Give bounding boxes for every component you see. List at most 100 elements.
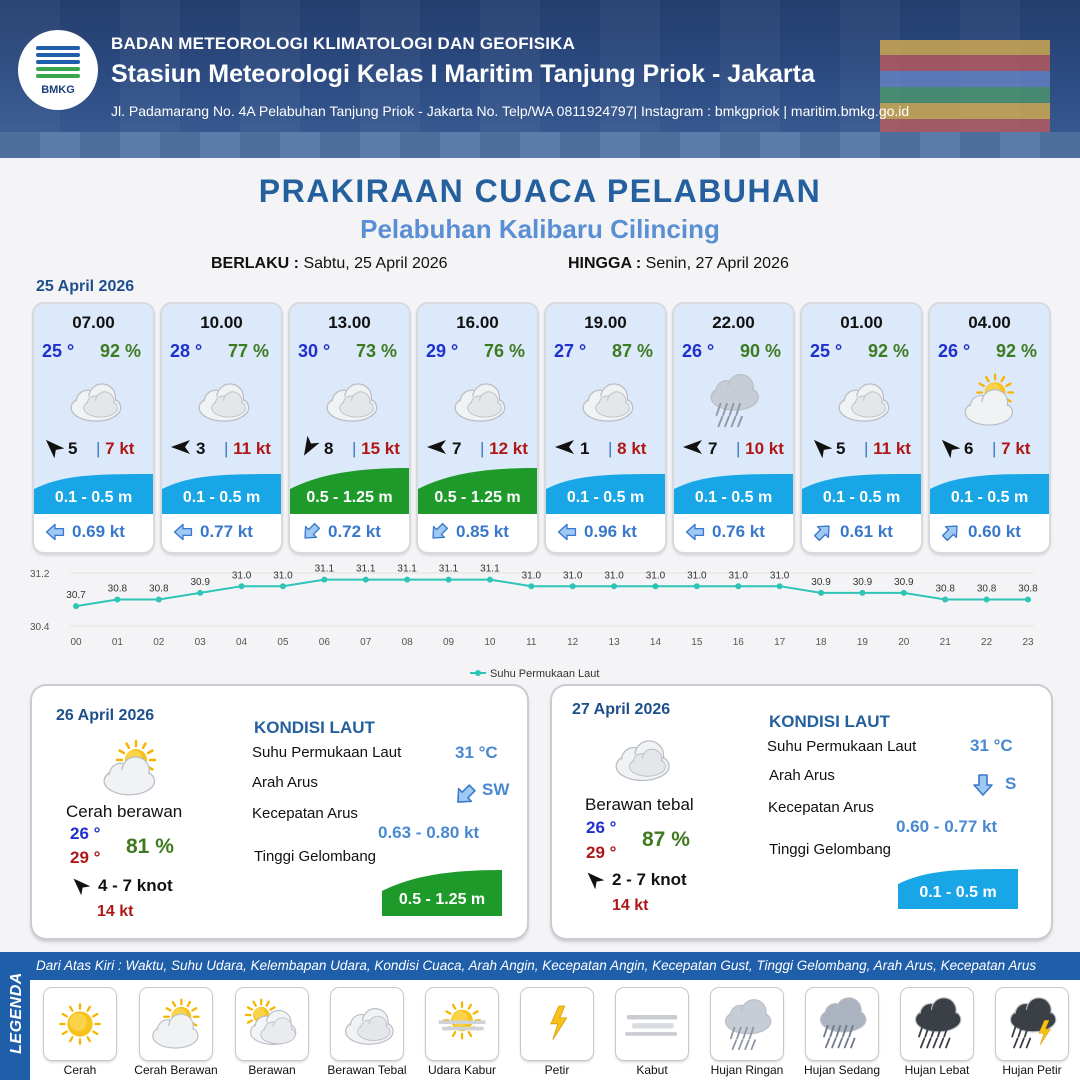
wave-height: 0.5 - 1.25 m <box>434 489 521 506</box>
legend-description-bar: Dari Atas Kiri : Waktu, Suhu Udara, Kele… <box>30 952 1080 980</box>
current-speed: 0.60 kt <box>968 522 1021 541</box>
air-temperature: 26 ° <box>682 341 715 361</box>
x-tick-label: 08 <box>402 637 414 648</box>
hujan-ringan-icon <box>710 374 759 428</box>
wave-height: 0.1 - 0.5 m <box>950 489 1029 506</box>
berawan-tebal-icon <box>582 383 634 422</box>
hourly-card: 16.00 29 ° 76 % 7 | 12 kt 0.5 - 1.25 m 0… <box>418 304 537 552</box>
forecast-time: 10.00 <box>200 313 243 332</box>
legend-item: Cerah <box>44 988 116 1077</box>
legend-icon-box <box>140 988 212 1060</box>
sst-data-point <box>197 589 204 596</box>
x-tick-label: 04 <box>236 637 248 648</box>
legend-item: Kabut <box>616 988 688 1077</box>
humidity: 90 % <box>739 341 781 361</box>
sst-data-label: 31.0 <box>729 570 749 581</box>
forecast-time: 07.00 <box>72 313 115 332</box>
x-tick-label: 14 <box>650 637 662 648</box>
wave-height-indicator <box>290 468 409 514</box>
hujan-lebat-icon <box>914 997 962 1049</box>
day-gust: 14 kt <box>612 897 649 914</box>
wave-height-value: 0.5 - 1.25 m <box>398 891 486 908</box>
sst-data-point <box>528 583 535 590</box>
gust-value: 10 kt <box>745 439 784 458</box>
wind-gust: | 15 kt <box>352 439 400 458</box>
current-speed: 0.72 kt <box>328 522 381 541</box>
forecast-time: 01.00 <box>840 313 883 332</box>
legend-item: Berawan <box>236 988 308 1077</box>
x-tick-label: 07 <box>360 637 372 648</box>
valid-to: HINGGA : Senin, 27 April 2026 <box>568 255 789 273</box>
wave-height: 0.1 - 0.5 m <box>54 489 133 506</box>
wind-direction-icon <box>587 872 604 889</box>
gust-value: 11 kt <box>233 439 271 458</box>
wind-gust: | 10 kt <box>736 439 784 458</box>
header-port-containers <box>880 40 1050 135</box>
cerah-berawan-icon <box>964 373 1015 426</box>
legend-icon-box <box>901 988 973 1060</box>
sst-data-point <box>942 596 949 603</box>
udara-kabur-icon <box>438 1001 486 1040</box>
sst-data-label: 30.9 <box>853 577 873 588</box>
sst-data-label: 30.8 <box>108 584 128 595</box>
sst-data-point <box>652 583 659 590</box>
forecast-time: 19.00 <box>584 313 627 332</box>
sst-data-point <box>776 583 783 590</box>
berawan-tebal-icon <box>344 1008 394 1045</box>
day-condition: Berawan tebal <box>585 795 694 814</box>
hujan-ringan-icon <box>724 999 772 1051</box>
y-tick-label: 30.4 <box>30 622 50 633</box>
page-subtitle: Pelabuhan Kalibaru Cilincing <box>360 214 720 244</box>
wave-height-indicator <box>546 474 665 514</box>
x-tick-label: 00 <box>70 637 82 648</box>
current-direction-icon <box>432 522 449 539</box>
sst-data-point <box>1025 596 1031 603</box>
bmkg-logo-icon <box>32 44 84 82</box>
current-direction-label: Arah Arus <box>252 774 318 791</box>
day-humidity: 81 % <box>126 835 174 858</box>
wind-gust: | 7 kt <box>96 439 135 458</box>
valid-to-label: HINGGA : <box>568 255 642 272</box>
sst-data-point <box>486 576 493 583</box>
x-tick-label: 02 <box>153 637 165 648</box>
wind-direction-icon <box>555 440 574 454</box>
cerah-icon <box>59 1003 101 1045</box>
air-temperature: 28 ° <box>170 341 203 361</box>
kabut-icon <box>625 1015 678 1036</box>
wave-height-indicator <box>930 474 1049 514</box>
current-direction-value: S <box>1005 774 1017 793</box>
current-direction-icon <box>45 523 65 541</box>
wind-speed: 6 <box>964 439 974 458</box>
humidity: 77 % <box>227 341 269 361</box>
x-tick-label: 05 <box>277 637 289 648</box>
berawan-tebal-icon <box>838 383 890 422</box>
x-tick-label: 01 <box>112 637 124 648</box>
air-temperature: 26 ° <box>938 341 971 361</box>
wave-height-label: Tinggi Gelombang <box>769 841 892 858</box>
x-tick-label: 22 <box>981 637 993 648</box>
agency-name: BADAN METEOROLOGI KLIMATOLOGI DAN GEOFIS… <box>111 34 576 53</box>
humidity: 73 % <box>355 341 397 361</box>
wind-speed: 3 <box>196 439 206 458</box>
page-title: PRAKIRAAN CUACA PELABUHAN <box>258 173 822 209</box>
wave-height-indicator <box>382 870 502 916</box>
berawan-tebal-icon <box>70 383 122 422</box>
legend-label: Hujan Ringan <box>710 1063 784 1077</box>
day-weather-icon <box>615 740 670 782</box>
header-floor <box>0 132 1080 158</box>
petir-icon <box>550 1005 568 1040</box>
bmkg-logo: BMKG <box>18 30 98 110</box>
sst-data-label: 30.9 <box>894 577 914 588</box>
air-temperature: 30 ° <box>298 341 331 361</box>
sst-data-label: 31.0 <box>604 570 624 581</box>
wave-height-label: Tinggi Gelombang <box>254 848 377 865</box>
berawan-tebal-icon <box>454 383 506 422</box>
bmkg-logo-text: BMKG <box>41 84 75 96</box>
gust-value: 11 kt <box>873 439 911 458</box>
day-humidity: 87 % <box>642 828 690 851</box>
legend-label: Cerah <box>63 1063 97 1077</box>
valid-to-value: Senin, 27 April 2026 <box>645 255 789 272</box>
legend-label: Udara Kabur <box>427 1063 497 1077</box>
sst-data-point <box>238 583 245 590</box>
wind-gust: | 12 kt <box>480 439 528 458</box>
